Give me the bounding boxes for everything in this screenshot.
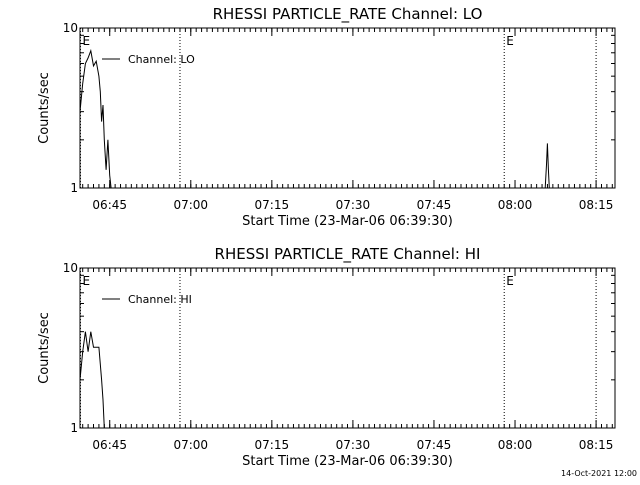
x-axis-label: Start Time (23-Mar-06 06:39:30) xyxy=(242,454,453,469)
x-tick-label: 07:15 xyxy=(255,198,290,212)
legend-label: Channel: LO xyxy=(128,53,195,66)
plot-frame xyxy=(79,27,616,189)
event-marker-label: E xyxy=(82,34,90,48)
x-tick-label: 07:30 xyxy=(336,438,371,452)
footer-timestamp: 14-Oct-2021 12:00 xyxy=(561,469,637,478)
series-line xyxy=(79,48,550,189)
x-tick-label: 08:00 xyxy=(498,198,533,212)
event-marker-label: E xyxy=(82,274,90,288)
legend-label: Channel: HI xyxy=(128,293,192,306)
x-tick-label: 07:00 xyxy=(173,438,208,452)
chart-panel-1: RHESSI PARTICLE_RATE Channel: LO Start Ti… xyxy=(37,5,616,229)
event-marker-label: E xyxy=(506,34,514,48)
y-tick-label: 10 xyxy=(63,21,78,35)
x-axis-label: Start Time (23-Mar-06 06:39:30) xyxy=(242,214,453,229)
y-tick-label: 1 xyxy=(70,181,78,195)
y-axis-label: Counts/sec xyxy=(37,72,52,144)
chart-title: RHESSI PARTICLE_RATE Channel: LO xyxy=(213,5,483,24)
chart-title: RHESSI PARTICLE_RATE Channel: HI xyxy=(215,245,481,264)
x-tick-label: 07:00 xyxy=(173,198,208,212)
x-tick-label: 07:45 xyxy=(417,438,452,452)
x-tick-label: 07:30 xyxy=(336,198,371,212)
x-tick-label: 08:00 xyxy=(498,438,533,452)
x-tick-label: 06:45 xyxy=(92,198,127,212)
chart-panel-2: RHESSI PARTICLE_RATE Channel: HI Start Ti… xyxy=(37,245,616,469)
x-tick-label: 08:15 xyxy=(579,438,614,452)
x-tick-label: 08:15 xyxy=(579,198,614,212)
x-tick-label: 07:45 xyxy=(417,198,452,212)
y-tick-label: 10 xyxy=(63,261,78,275)
y-tick-label: 1 xyxy=(70,421,78,435)
series-line xyxy=(79,331,105,429)
x-tick-label: 07:15 xyxy=(255,438,290,452)
plot-frame xyxy=(79,267,616,429)
x-tick-label: 06:45 xyxy=(92,438,127,452)
y-axis-label: Counts/sec xyxy=(37,312,52,384)
event-marker-label: E xyxy=(506,274,514,288)
